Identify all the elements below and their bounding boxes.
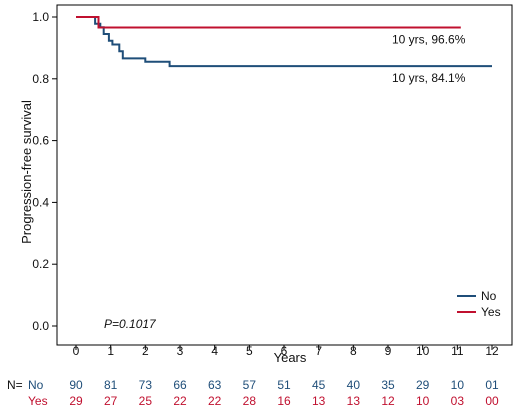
risk-value: 22 [173,394,187,408]
p-value-prefix: P [104,317,112,331]
series-curve-yes [76,16,461,29]
risk-value: 12 [381,394,395,408]
risk-value: 73 [139,378,153,392]
x-tick-label: 8 [350,344,357,358]
legend: No Yes [457,289,501,319]
x-tick-label: 2 [142,344,149,358]
risk-table: N= No 90 81 73 66 63 57 51 45 40 35 29 10 01 Yes 29 27 25… [7,378,499,408]
y-axis-title: Progression-free survival [19,100,34,244]
x-tick-label: 7 [315,344,322,358]
risk-value: 51 [277,378,291,392]
x-tick-label: 12 [485,344,499,358]
x-tick-label: 9 [385,344,392,358]
x-tick-label: 5 [246,344,253,358]
x-tick-label: 3 [177,344,184,358]
y-tick-label: 0.6 [32,134,49,148]
risk-value: 00 [485,394,499,408]
risk-value: 81 [104,378,118,392]
risk-value: 22 [208,394,222,408]
y-tick-label: 0.2 [32,257,49,271]
risk-value: 28 [243,394,257,408]
end-label-no: 10 yrs, 84.1% [392,71,466,85]
end-label-yes: 10 yrs, 96.6% [392,33,466,47]
x-tick-label: 11 [451,344,464,358]
risk-value: 45 [312,378,326,392]
risk-value: 90 [69,378,83,392]
end-labels: 10 yrs, 84.1% 10 yrs, 96.6% [392,33,466,86]
series-curve-no [76,16,492,68]
risk-value: 01 [485,378,499,392]
risk-value: 03 [451,394,465,408]
p-value: P=0.1017 [104,317,157,331]
x-tick-label: 0 [73,344,80,358]
risk-value: 35 [381,378,395,392]
risk-value: 40 [347,378,361,392]
p-value-value: =0.1017 [112,317,157,331]
x-tick-label: 6 [281,344,288,358]
survival-curves [76,16,492,68]
x-axis-title: Years [274,350,307,365]
risk-value: 13 [347,394,361,408]
y-tick-label: 0.4 [32,195,49,209]
x-axis-ticks: 0 1 2 3 4 5 6 7 8 9 10 11 12 [73,344,499,358]
plot-frame [56,4,513,346]
risk-value: 63 [208,378,222,392]
risk-value: 66 [173,378,187,392]
risk-row-label-yes: Yes [28,394,48,408]
risk-row-label-no: No [28,378,44,392]
risk-value: 13 [312,394,326,408]
y-tick-label: 0.8 [32,72,49,86]
x-tick-label: 1 [107,344,114,358]
risk-table-prefix: N= [7,378,23,392]
risk-value: 27 [104,394,118,408]
y-tick-label: 0.0 [32,319,49,333]
risk-value: 25 [139,394,153,408]
risk-value: 29 [69,394,83,408]
risk-value: 10 [451,378,465,392]
risk-value: 10 [416,394,430,408]
legend-label-no: No [481,289,497,303]
risk-value: 16 [277,394,291,408]
risk-value: 29 [416,378,430,392]
legend-label-yes: Yes [481,305,501,319]
y-tick-label: 1.0 [32,10,49,24]
x-tick-label: 4 [211,344,218,358]
risk-value: 57 [243,378,257,392]
y-axis-ticks: 0.0 0.2 0.4 0.6 0.8 1.0 [32,10,57,333]
x-tick-label: 10 [416,344,430,358]
